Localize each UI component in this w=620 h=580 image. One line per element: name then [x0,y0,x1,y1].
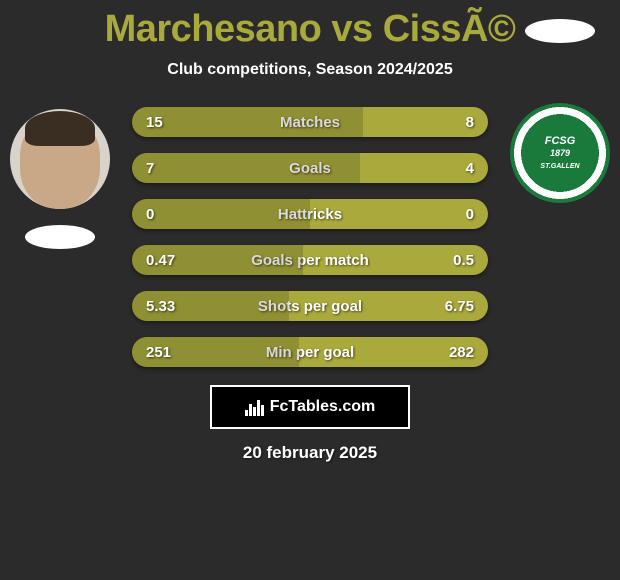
stat-row: 251Min per goal282 [132,337,488,367]
stat-left-fill [132,199,310,229]
club-right-badge: FCSG1879ST.GALLEN [510,103,610,203]
stat-row: 15Matches8 [132,107,488,137]
page-subtitle: Club competitions, Season 2024/2025 [0,61,620,79]
stat-row: 0.47Goals per match0.5 [132,245,488,275]
stat-value-right: 4 [466,160,474,177]
stat-value-left: 5.33 [146,298,175,315]
stat-row: 0Hattricks0 [132,199,488,229]
stat-value-left: 251 [146,344,171,361]
stat-value-right: 282 [449,344,474,361]
stat-value-right: 0.5 [453,252,474,269]
club-right-small-badge [525,19,595,43]
stat-value-right: 6.75 [445,298,474,315]
stat-value-right: 0 [466,206,474,223]
stat-value-left: 0 [146,206,154,223]
club-left-badge [25,225,95,249]
player-left-block [10,109,110,249]
stat-value-left: 0.47 [146,252,175,269]
stat-value-left: 15 [146,114,163,131]
club-right-text: FCSG1879ST.GALLEN [540,135,579,171]
stats-list: 15Matches8 7Goals4 0Hattricks0 0.47Goals pe… [132,99,488,367]
footer-label: FcTables.com [270,398,376,416]
main-area: FCSG1879ST.GALLEN 15Matches8 7Goals4 0Hatt… [0,99,620,367]
stat-left-fill [132,107,363,137]
stat-value-right: 8 [466,114,474,131]
date-label: 20 february 2025 [0,443,620,463]
infographic-container: Marchesano vs CissÃ© Club competitions, … [0,0,620,580]
stat-row: 5.33Shots per goal6.75 [132,291,488,321]
footer-badge[interactable]: FcTables.com [210,385,410,429]
chart-icon [245,398,264,416]
player-right-block: FCSG1879ST.GALLEN [510,109,610,203]
stat-row: 7Goals4 [132,153,488,183]
hair-placeholder [25,111,95,146]
stat-value-left: 7 [146,160,154,177]
player-left-avatar [10,109,110,209]
stat-left-fill [132,153,360,183]
face-placeholder [20,119,100,209]
